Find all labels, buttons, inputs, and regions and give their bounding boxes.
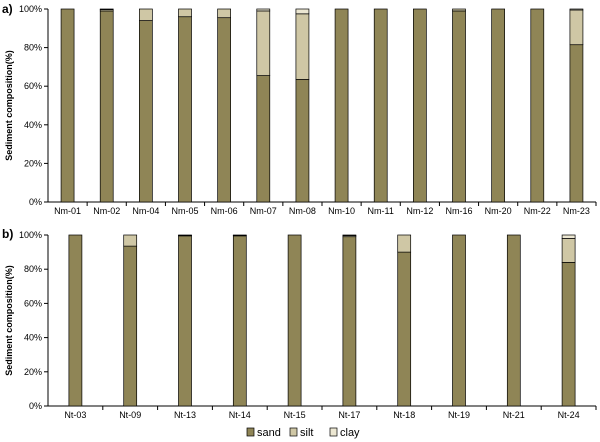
bar-sand-Nm-07: [256, 75, 271, 203]
x-tick-label: Nt-15: [284, 410, 306, 420]
x-tick-label: Nt-24: [558, 410, 580, 420]
bar-sand-Nm-06: [217, 17, 231, 203]
bar-sand-Nm-12: [413, 8, 427, 203]
panel-label: b): [2, 227, 13, 241]
x-tick-label: Nt-19: [448, 410, 470, 420]
bar-sand-Nt-17: [342, 236, 357, 407]
bar-silt-Nm-06: [217, 8, 231, 19]
x-tick-label: Nm-22: [524, 206, 551, 216]
bar-sand-Nt-14: [232, 235, 247, 407]
y-tick-label: 20%: [24, 158, 42, 168]
panel-label: a): [2, 2, 13, 16]
x-tick-label: Nt-14: [229, 410, 251, 420]
y-tick-label: 0%: [29, 197, 42, 207]
bar-sand-Nt-24: [561, 262, 576, 407]
bar-sand-Nt-19: [452, 234, 466, 407]
legend-swatch-clay: [329, 427, 338, 437]
bar-clay-Nm-07: [256, 8, 271, 12]
y-tick-label: 60%: [24, 81, 42, 91]
bar-sand-Nm-23: [569, 44, 584, 203]
x-tick-label: Nm-12: [406, 206, 433, 216]
bar-silt-Nm-08: [295, 13, 310, 80]
bar-silt-Nt-18: [397, 234, 412, 253]
y-tick-label: 60%: [24, 298, 42, 308]
bar-sand-Nt-09: [123, 245, 138, 407]
legend-swatch-sand: [246, 427, 255, 437]
y-axis-title: Sediment composition(%): [4, 265, 14, 376]
bar-silt-Nm-07: [256, 10, 271, 76]
legend-label-clay: clay: [340, 427, 360, 439]
legend: sand silt clay: [246, 427, 360, 439]
bar-sand-Nt-13: [178, 235, 192, 407]
bar-sand-Nt-18: [397, 251, 412, 407]
x-tick-label: Nm-04: [132, 206, 159, 216]
bar-sand-Nt-15: [287, 234, 302, 407]
y-tick-label: 100%: [19, 4, 42, 14]
bar-sand-Nm-16: [452, 10, 466, 203]
legend-swatch-silt: [289, 427, 298, 437]
bar-silt-Nt-09: [123, 234, 138, 247]
bar-sand-Nt-21: [506, 234, 521, 407]
legend-label-sand: sand: [257, 427, 281, 439]
y-tick-label: 40%: [24, 120, 42, 130]
x-tick-label: Nm-02: [93, 206, 120, 216]
bar-sand-Nm-08: [295, 79, 310, 203]
panel-a: a) Sediment composition(%) 0% 20% 40% 60% 80% 1…: [2, 2, 597, 216]
y-tick-label: 20%: [24, 367, 42, 377]
x-tick-label: Nm-11: [368, 206, 394, 216]
bar-clay-Nt-17: [342, 234, 357, 236]
bar-silt-Nm-05: [178, 8, 192, 18]
bar-silt-Nm-04: [139, 8, 153, 21]
bar-sand-Nm-02: [99, 10, 114, 203]
y-tick-label: 100%: [19, 230, 42, 240]
bar-clay-Nm-02: [99, 8, 114, 10]
legend-label-silt: silt: [300, 427, 313, 439]
x-tick-label: Nm-16: [445, 206, 472, 216]
x-tick-label: Nm-05: [171, 206, 198, 216]
x-tick-label: Nt-03: [64, 410, 86, 420]
bar-clay-Nt-24: [561, 234, 576, 239]
x-tick-label: Nt-09: [119, 410, 141, 420]
bar-sand-Nm-22: [530, 8, 545, 203]
y-tick-label: 0%: [29, 401, 42, 411]
x-tick-label: Nm-08: [289, 206, 316, 216]
bar-clay-Nm-23: [569, 8, 584, 11]
bar-sand-Nm-10: [334, 8, 349, 203]
x-tick-label: Nt-17: [338, 410, 360, 420]
bar-sand-Nm-04: [139, 20, 153, 203]
bar-sand-Nm-05: [178, 16, 192, 203]
x-tick-label: Nm-06: [211, 206, 238, 216]
x-tick-label: Nm-07: [250, 206, 277, 216]
bar-clay-Nm-08: [295, 8, 310, 15]
x-tick-label: Nt-21: [503, 410, 525, 420]
bar-sand-Nm-20: [491, 8, 505, 203]
x-tick-label: Nt-18: [393, 410, 415, 420]
bar-sand-Nm-01: [60, 8, 75, 203]
x-tick-label: Nt-13: [174, 410, 196, 420]
bar-sand-Nt-03: [68, 234, 83, 407]
y-tick-label: 40%: [24, 333, 42, 343]
x-tick-label: Nm-10: [328, 206, 355, 216]
y-axis-title: Sediment composition(%): [4, 50, 14, 161]
bar-silt-Nm-23: [569, 9, 584, 46]
bar-sand-Nm-11: [373, 8, 388, 203]
x-tick-label: Nm-23: [563, 206, 590, 216]
x-tick-label: Nm-01: [54, 206, 81, 216]
bar-silt-Nm-16: [452, 8, 466, 12]
bar-silt-Nt-24: [561, 238, 576, 263]
x-tick-label: Nm-20: [485, 206, 512, 216]
y-tick-label: 80%: [24, 43, 42, 53]
panel-b: b) Sediment composition(%) 0% 20% 40% 60% 80% 1…: [2, 227, 597, 420]
y-tick-label: 80%: [24, 264, 42, 274]
